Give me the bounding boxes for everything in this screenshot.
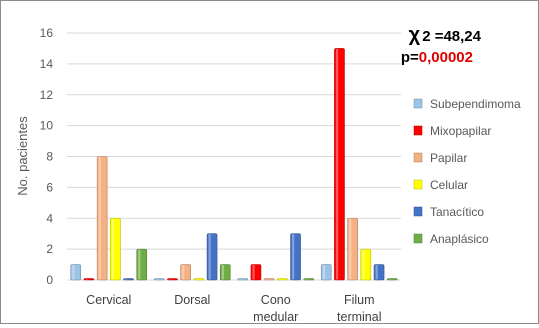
- legend-swatch: [413, 179, 423, 190]
- y-tick-label: 6: [46, 180, 53, 194]
- legend-label: Tanacítico: [430, 205, 484, 219]
- bar: [167, 278, 178, 281]
- y-tick-label: 4: [46, 211, 53, 225]
- svg-text:χ2 =48,24: χ2 =48,24: [409, 24, 482, 46]
- p-label: p=: [401, 49, 419, 66]
- x-tick-label: medular: [253, 310, 298, 323]
- legend-item: Subependimoma: [413, 97, 521, 111]
- bar: [110, 217, 121, 281]
- bar: [386, 278, 398, 281]
- chi-square-symbol: χ: [409, 24, 421, 46]
- legend-label: Papilar: [430, 151, 467, 165]
- bar: [180, 264, 191, 281]
- legend-item: Mixopapilar: [413, 124, 491, 138]
- legend: Subependimoma Mixopapilar Papilar Celular Ta…: [413, 97, 521, 246]
- bar: [96, 156, 108, 281]
- y-tick-label: 16: [40, 26, 54, 40]
- legend-label: Mixopapilar: [430, 124, 491, 138]
- bar: [263, 278, 275, 281]
- chi-square-value: 2 =48,24: [422, 28, 481, 45]
- y-axis-label: No. pacientes: [15, 116, 30, 196]
- chart-svg: 0 2 4 6 8 10 12 14 16 Cervical Dorsal Cono medular F…: [15, 24, 521, 324]
- x-tick-label: Filum: [344, 293, 375, 307]
- bar: [250, 264, 262, 281]
- svg-text:p=0,00002: p=0,00002: [401, 49, 473, 66]
- legend-item: Celular: [413, 178, 468, 192]
- bar: [206, 233, 218, 281]
- y-tick-label: 0: [46, 273, 53, 287]
- legend-label: Anaplásico: [430, 232, 489, 246]
- legend-item: Anaplásico: [413, 232, 489, 246]
- bar: [360, 248, 372, 281]
- y-tick-label: 2: [46, 242, 53, 256]
- legend-swatch: [413, 125, 423, 136]
- bar: [277, 278, 288, 281]
- bar: [70, 264, 82, 281]
- bar: [136, 248, 148, 281]
- bar: [303, 278, 315, 281]
- y-tick-label: 12: [40, 88, 54, 102]
- legend-label: Subependimoma: [430, 97, 521, 111]
- bar: [219, 264, 231, 281]
- bar: [290, 233, 301, 281]
- bar: [153, 278, 165, 281]
- legend-swatch: [413, 152, 423, 163]
- legend-swatch: [413, 233, 423, 244]
- bar: [193, 278, 205, 281]
- legend-label: Celular: [430, 178, 468, 192]
- y-tick-label: 10: [40, 119, 54, 133]
- y-tick-labels: 0 2 4 6 8 10 12 14 16: [40, 26, 54, 287]
- y-tick-label: 14: [40, 57, 54, 71]
- legend-item: Papilar: [413, 151, 467, 165]
- bar: [347, 217, 358, 281]
- p-value: 0,00002: [419, 49, 473, 66]
- x-tick-label: Cono: [261, 293, 291, 307]
- x-tick-label: Cervical: [86, 293, 131, 307]
- bar: [83, 278, 95, 281]
- y-tick-label: 8: [46, 150, 53, 164]
- x-tick-labels: Cervical Dorsal Cono medular Filum terminal: [86, 293, 381, 324]
- x-tick-label: terminal: [337, 310, 381, 323]
- legend-swatch: [413, 206, 423, 217]
- bar: [123, 278, 134, 281]
- bar: [237, 278, 249, 281]
- grid-lines: [67, 32, 401, 281]
- bar: [373, 264, 385, 281]
- legend-item: Tanacítico: [413, 205, 484, 219]
- bar: [334, 48, 345, 281]
- x-tick-label: Dorsal: [174, 293, 210, 307]
- legend-swatch: [413, 98, 423, 109]
- bar: [320, 264, 332, 281]
- bars: [70, 48, 398, 281]
